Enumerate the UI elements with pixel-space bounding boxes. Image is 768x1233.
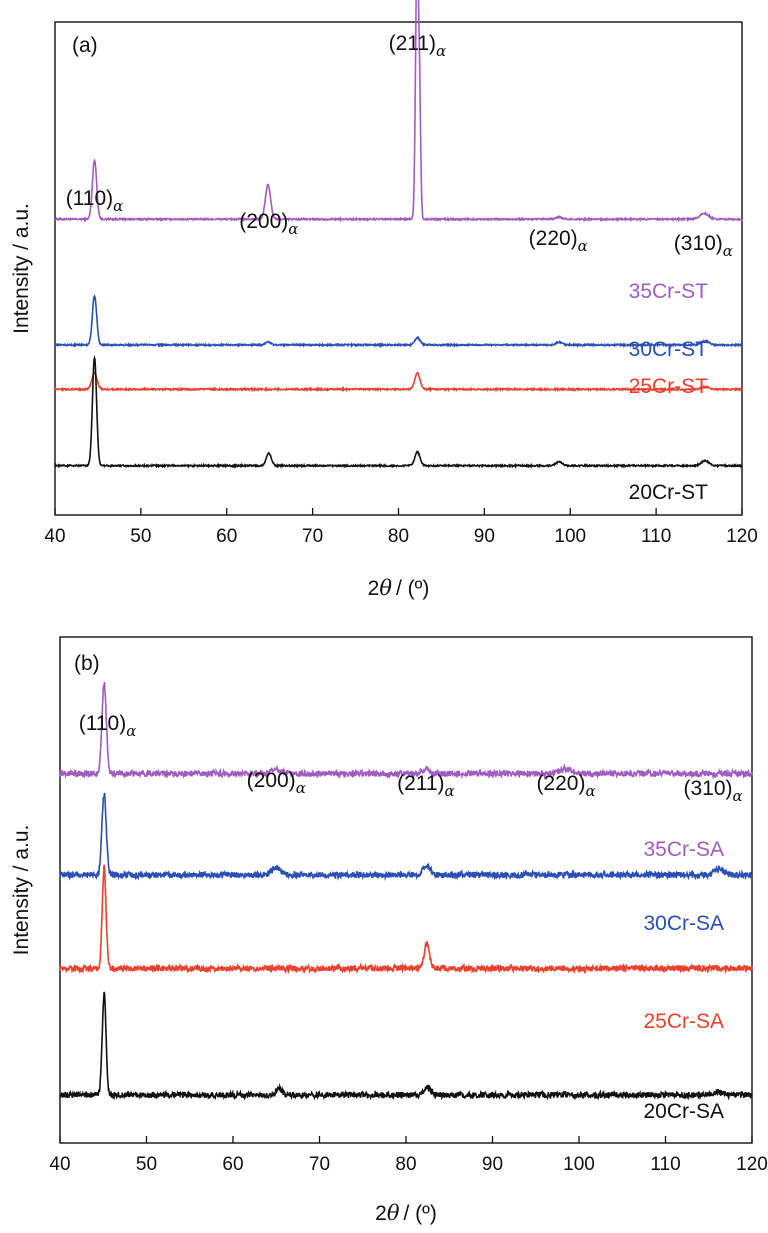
y-axis-title: Intensity / a.u. [10, 203, 33, 334]
series-line-30Cr-ST [54, 294, 743, 349]
x-tick-label: 60 [216, 526, 237, 547]
peak-label: (310)α [674, 232, 733, 260]
panel-label: (b) [74, 652, 100, 675]
x-tick-label: 120 [736, 1154, 768, 1175]
series-label: 20Cr-SA [643, 1100, 724, 1123]
x-tick-label: 70 [309, 1154, 330, 1175]
x-tick-label: 40 [44, 526, 65, 547]
x-tick-label: 40 [49, 1154, 70, 1175]
x-tick-label: 90 [482, 1154, 503, 1175]
x-tick-label: 50 [130, 526, 151, 547]
y-axis-title: Intensity / a.u. [10, 825, 33, 956]
series-label: 30Cr-ST [629, 338, 709, 361]
x-tick-label: 50 [136, 1154, 157, 1175]
x-tick-label: 110 [650, 1154, 680, 1175]
peak-label: (200)α [247, 769, 306, 797]
panel-b: 35Cr-SA 30Cr-SA 25Cr-SA 20Cr-SA 40 50 60 70 80 90… [10, 636, 768, 1225]
panel-a: 35Cr-ST 30Cr-ST 25Cr-ST 20Cr-ST 40 50 60 70 80 90… [10, 0, 758, 600]
x-tick-label: 70 [302, 526, 323, 547]
peak-label: (211)α [389, 32, 447, 60]
series-label: 20Cr-ST [629, 481, 709, 504]
peak-label: (200)α [239, 210, 298, 238]
series-label: 35Cr-SA [643, 838, 724, 861]
x-tick-label: 110 [641, 526, 671, 547]
x-tick-label: 80 [388, 526, 409, 547]
peak-label: (310)α [683, 777, 742, 805]
x-axis-title: 2θ / (º) [368, 576, 430, 600]
x-tick-label: 90 [474, 526, 495, 547]
series-label: 25Cr-ST [629, 375, 709, 398]
series-line-25Cr-SA [59, 864, 753, 975]
plot-frame [54, 21, 743, 516]
peak-label: (110)α [66, 187, 124, 215]
x-tick-label: 60 [222, 1154, 243, 1175]
peak-label: (220)α [529, 227, 588, 255]
series-line-30Cr-SA [59, 792, 753, 881]
series-line-25Cr-ST [54, 370, 743, 393]
plot-frame [59, 636, 753, 1144]
series-line-20Cr-SA [59, 991, 753, 1101]
panel-label: (a) [72, 34, 98, 57]
x-axis-title: 2θ / (º) [375, 1201, 437, 1225]
series-label: 35Cr-ST [629, 280, 709, 303]
x-tick-label: 100 [554, 526, 586, 547]
x-tick-label: 100 [563, 1154, 595, 1175]
series-line-35Cr-SA [59, 681, 753, 780]
x-tick-label: 80 [395, 1154, 416, 1175]
x-tick-label: 120 [726, 526, 758, 547]
peak-label: (211)α [397, 772, 455, 800]
series-line-20Cr-ST [54, 354, 743, 469]
series-label: 25Cr-SA [643, 1010, 724, 1033]
series-label: 30Cr-SA [643, 912, 724, 935]
peak-label: (110)α [79, 712, 137, 740]
series-line-35Cr-ST [54, 0, 743, 223]
peak-label: (220)α [536, 772, 595, 800]
